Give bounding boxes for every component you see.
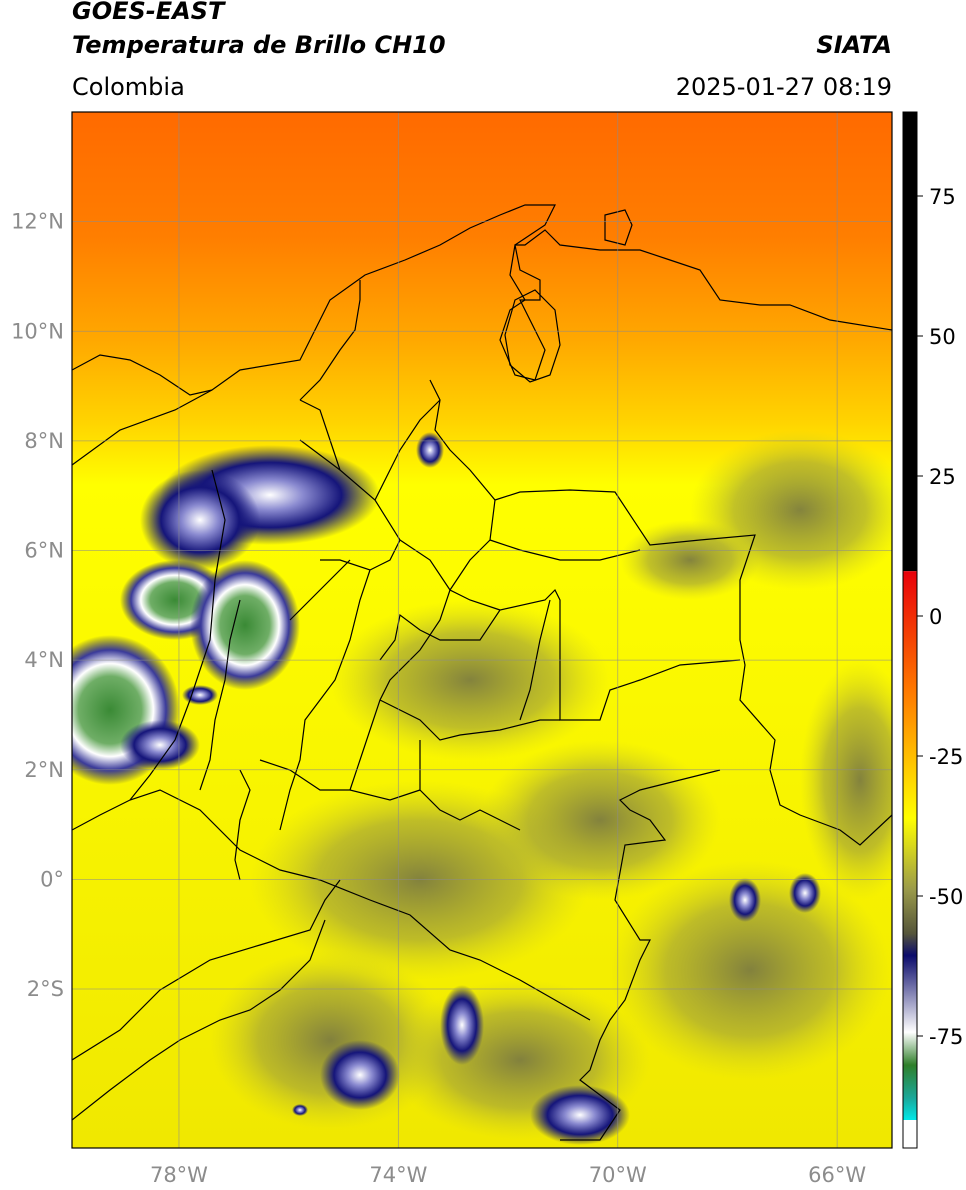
region-label: Colombia [72,73,185,101]
lat-tick-label: 0° [40,867,64,891]
colorbar-white-segment [903,1120,917,1148]
dept-15 [289,559,351,621]
colombia-border [72,204,892,466]
dept-2 [279,569,371,831]
lat-tick-label: 2°N [24,758,64,782]
peru-border [72,879,341,1061]
colorbar: 75 50 25 0 -25 -50 -75 [902,111,963,1149]
colorbar-gradient [903,571,917,1120]
latitude-labels: 12°N 10°N 8°N 6°N 4°N 2°N 0° 2°S [11,210,64,1001]
dept-16 [259,759,421,801]
dept-13 [299,399,341,471]
graticule [72,112,892,1148]
pacific-coast [129,469,226,801]
venezuela-colombia-border [429,379,892,846]
map-frame [71,111,893,1149]
lat-tick-label: 8°N [24,429,64,453]
dept-9 [374,399,441,501]
product-title: Temperatura de Brillo CH10 [72,31,446,59]
lon-tick-label: 70°W [589,1163,647,1187]
dept-1 [299,439,401,571]
lat-tick-label: 4°N [24,648,64,672]
dept-14 [519,599,551,721]
lat-tick-label: 2°S [27,977,64,1001]
dept-7 [234,769,251,881]
dept-8 [299,280,361,401]
ecuador-border [72,789,591,1021]
dept-4 [349,589,451,791]
borders [72,204,892,1141]
dept-10 [489,539,641,561]
dept-12 [199,599,241,791]
lat-tick-label: 6°N [24,539,64,563]
dept-5 [379,699,560,741]
colorbar-tick-label: 50 [929,325,956,349]
peru-coast [72,919,326,1121]
lon-tick-label: 78°W [150,1163,208,1187]
timestamp-label: 2025-01-27 08:19 [675,73,892,101]
colorbar-black-segment [903,112,917,572]
lat-tick-label: 12°N [11,210,64,234]
lon-tick-label: 66°W [808,1163,866,1187]
colorbar-tick-label: -75 [929,1025,963,1049]
colombia-brazil-border [379,588,741,721]
satellite-title: GOES-EAST [72,0,225,25]
source-label: SIATA [816,31,892,59]
brightness-temperature-field [72,112,892,1148]
lat-tick-label: 10°N [11,319,64,343]
longitude-labels: 78°W 74°W 70°W 66°W [150,1163,866,1187]
dept-11 [449,499,496,591]
amazon-border [560,769,721,1141]
colorbar-tick-label: 25 [929,465,956,489]
panama-coast [72,354,213,396]
colorbar-tick-label: 75 [929,185,956,209]
venezuela-island-1 [604,209,633,246]
lon-tick-label: 74°W [369,1163,427,1187]
colorbar-tick-label: -50 [929,885,963,909]
colorbar-frame [902,111,918,1149]
colorbar-tick-label: 0 [929,605,942,629]
colorbar-tick-label: -25 [929,745,963,769]
maracaibo-lake [504,289,561,383]
